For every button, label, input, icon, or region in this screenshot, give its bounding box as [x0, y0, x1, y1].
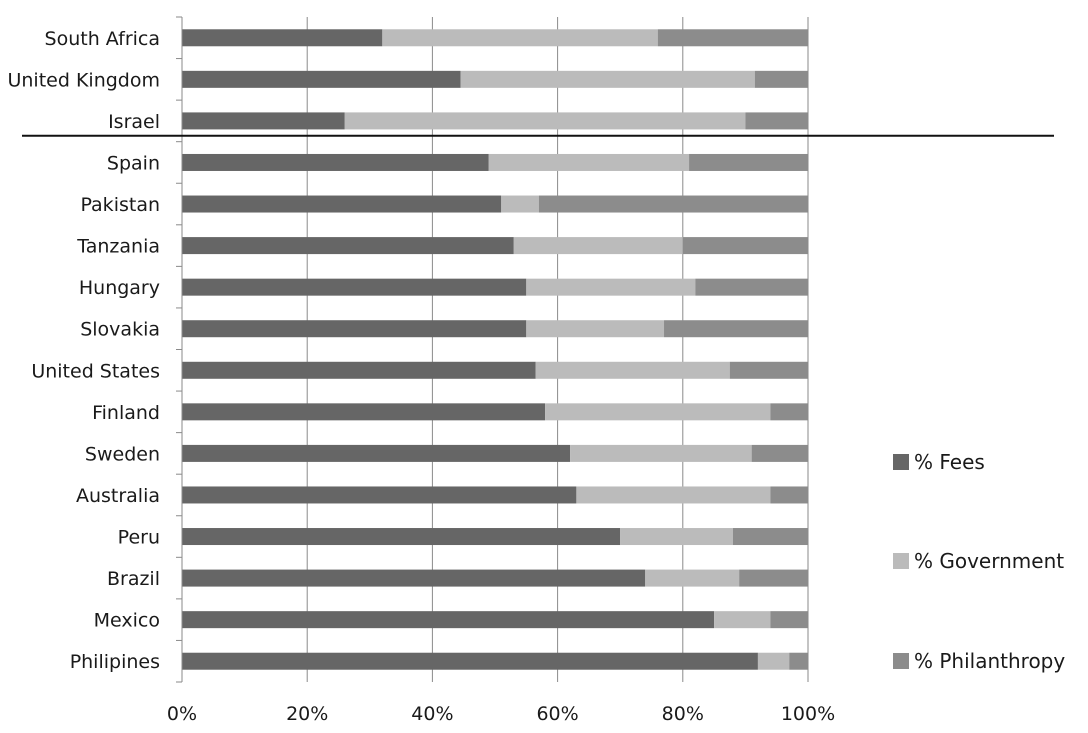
bar-segment [182, 444, 571, 462]
bar-segment [460, 70, 755, 88]
bar-segment [745, 112, 808, 130]
bar-segment [789, 652, 808, 670]
category-label: Brazil [107, 568, 160, 590]
bar-segment [526, 278, 696, 296]
bar-segment [545, 403, 771, 421]
bar-segment [695, 278, 808, 296]
x-tick-label: 20% [286, 703, 328, 725]
category-label: Philipines [70, 651, 160, 673]
category-label: Pakistan [80, 194, 160, 216]
bar-segment [182, 70, 461, 88]
bar-segment [682, 237, 808, 255]
bar-segment [620, 528, 733, 546]
legend: % Fees % Government % Philanthropy [893, 450, 1065, 673]
bar-segment [770, 611, 808, 629]
bar-segment [182, 195, 502, 213]
bar-segment [657, 29, 808, 47]
category-label: United States [31, 360, 160, 382]
category-label: Finland [92, 402, 160, 424]
bar-segment [488, 153, 690, 171]
bar-segment [732, 528, 808, 546]
bar-segment [535, 361, 730, 379]
category-label: Sweden [85, 443, 160, 465]
bar-segment [570, 444, 752, 462]
bar-segment [182, 652, 758, 670]
category-label: Slovakia [80, 319, 160, 341]
bar-segment [182, 528, 621, 546]
category-labels: South Africa United Kingdom Israel Spain Pak… [7, 28, 160, 673]
bar-segment [739, 569, 808, 587]
category-label: United Kingdom [7, 69, 160, 91]
bar-segment [382, 29, 658, 47]
category-label: Australia [76, 485, 160, 507]
bars [182, 29, 808, 670]
bar-segment [182, 403, 546, 421]
bar-segment [182, 278, 527, 296]
legend-label: % Fees [914, 450, 985, 474]
x-tick-label: 100% [781, 703, 835, 725]
legend-label: % Philanthropy [914, 649, 1065, 673]
category-label: Hungary [79, 277, 160, 299]
bar-segment [182, 569, 646, 587]
legend-swatch [893, 653, 909, 669]
bar-segment [754, 70, 808, 88]
legend-swatch [893, 553, 909, 569]
bar-segment [182, 29, 383, 47]
x-tick-label: 60% [536, 703, 578, 725]
bar-segment [689, 153, 808, 171]
category-label: Mexico [94, 610, 160, 632]
bar-segment [182, 237, 514, 255]
bar-segment [182, 112, 345, 130]
bar-segment [501, 195, 539, 213]
bar-segment [664, 320, 808, 338]
x-tick-label: 80% [662, 703, 704, 725]
bar-segment [513, 237, 683, 255]
category-label: Israel [108, 111, 160, 133]
bar-segment [344, 112, 746, 130]
legend-label: % Government [914, 549, 1064, 573]
bar-segment [182, 320, 527, 338]
bar-segment [182, 153, 489, 171]
bar-segment [757, 652, 790, 670]
bar-segment [538, 195, 808, 213]
x-tick-labels: 0% 20% 40% 60% 80% 100% [167, 703, 835, 725]
legend-swatch [893, 454, 909, 470]
category-label: South Africa [45, 28, 160, 50]
bar-segment [714, 611, 771, 629]
bar-segment [729, 361, 808, 379]
bar-segment [645, 569, 740, 587]
bar-segment [770, 486, 808, 504]
bar-segment [182, 486, 577, 504]
category-label: Peru [118, 527, 160, 549]
bar-segment [182, 611, 715, 629]
x-tick-label: 0% [167, 703, 197, 725]
y-axis [176, 16, 183, 683]
category-label: Tanzania [76, 236, 160, 258]
category-label: Spain [107, 152, 160, 174]
bar-segment [182, 361, 536, 379]
x-tick-label: 40% [411, 703, 453, 725]
bar-segment [576, 486, 771, 504]
bar-segment [770, 403, 808, 421]
bar-segment [526, 320, 665, 338]
bar-segment [751, 444, 808, 462]
